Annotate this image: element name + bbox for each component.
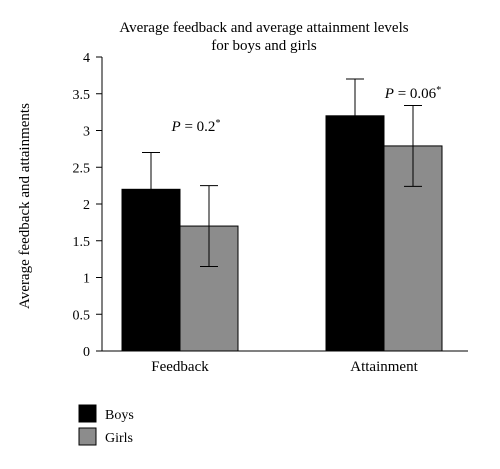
y-tick-label: 1.5	[73, 235, 91, 250]
legend-swatch-boys	[78, 404, 97, 423]
p-value: = 0.06	[394, 86, 437, 102]
y-axis-ticks: 0 0.5 1 1.5 2 2.5 3 3.5 4	[73, 51, 102, 360]
p-value-annotation: P = 0.06*	[384, 85, 441, 103]
significance-star: *	[436, 85, 441, 96]
y-tick-label: 0.5	[73, 308, 91, 323]
p-value-annotation: P = 0.2*	[171, 118, 221, 136]
p-symbol: P	[384, 86, 394, 102]
legend-swatch-girls	[78, 427, 97, 446]
y-tick-label: 1	[83, 272, 90, 287]
y-tick-label: 2	[83, 198, 90, 213]
legend-label-girls: Girls	[105, 431, 133, 446]
y-tick-label: 3	[83, 125, 90, 140]
y-tick-label: 2.5	[73, 161, 91, 176]
p-value: = 0.2	[181, 119, 216, 135]
y-tick-label: 0	[83, 345, 90, 360]
bars	[121, 115, 443, 352]
legend-label-boys: Boys	[105, 408, 134, 423]
axes	[101, 57, 468, 352]
legend: Boys Girls	[78, 404, 134, 446]
p-symbol: P	[171, 119, 181, 135]
error-bars	[142, 78, 422, 267]
category-label: Feedback	[151, 359, 209, 375]
significance-star: *	[215, 118, 220, 129]
y-tick-label: 4	[83, 51, 90, 66]
category-label: Attainment	[350, 359, 418, 375]
category-labels: Feedback Attainment	[151, 359, 418, 375]
chart-title-line1: Average feedback and average attainment …	[119, 20, 408, 36]
chart-title-line2: for boys and girls	[211, 38, 317, 54]
y-tick-label: 3.5	[73, 88, 91, 103]
annotations: P = 0.2*P = 0.06*	[171, 85, 442, 136]
y-axis-label: Average feedback and attainments	[17, 103, 33, 309]
